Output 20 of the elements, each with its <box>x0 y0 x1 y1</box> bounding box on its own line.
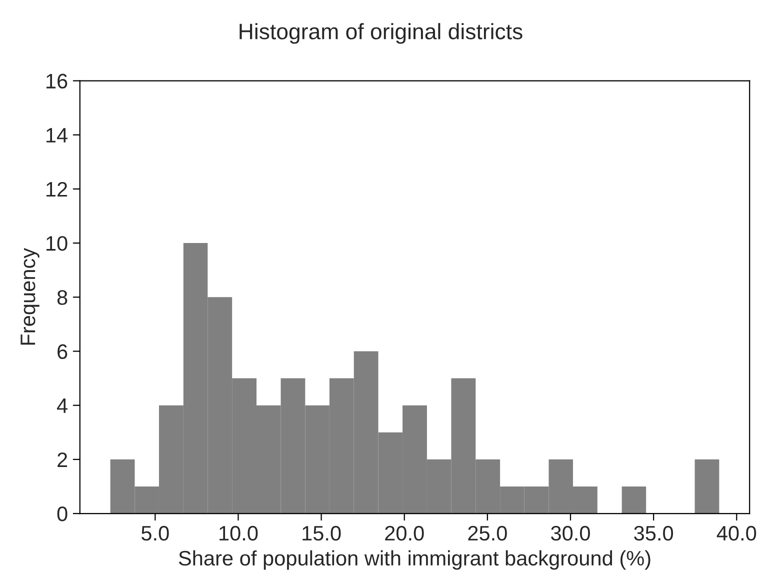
y-tick-label: 0 <box>57 506 68 522</box>
y-tick-label: 6 <box>58 344 68 360</box>
x-tick-label: 30.0 <box>551 526 590 541</box>
chart-title: Histogram of original districts <box>240 23 522 44</box>
y-tick-label: 14 <box>46 128 68 142</box>
x-tick-label: 10.0 <box>220 526 258 541</box>
x-axis-title: Share of population with immigrant background (%) <box>178 550 650 570</box>
x-tick-label: 25.0 <box>468 526 507 541</box>
y-tick-label: 12 <box>46 182 68 197</box>
y-tick-label: 4 <box>56 398 68 413</box>
y-tick-label: 8 <box>57 290 68 305</box>
x-tick-label: 15.0 <box>302 526 341 541</box>
y-tick-label: 16 <box>46 74 68 89</box>
y-tick-label: 2 <box>58 452 68 467</box>
y-axis-title: Frequency <box>20 248 40 345</box>
y-tick-label: 10 <box>46 236 68 251</box>
x-tick-label: 40.0 <box>716 526 756 541</box>
x-tick-label: 5.0 <box>142 526 169 541</box>
x-tick-label: 35.0 <box>634 526 674 541</box>
x-tick-label: 20.0 <box>385 526 424 541</box>
